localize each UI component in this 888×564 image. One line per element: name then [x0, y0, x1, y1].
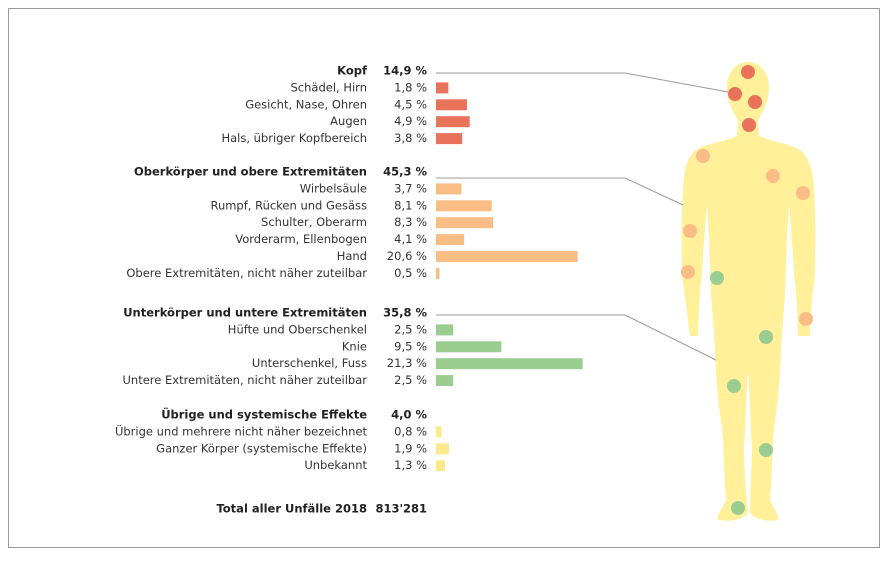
value-label: 8,3 % [394, 215, 427, 229]
body-figure [681, 62, 816, 521]
value-label: 4,9 % [394, 114, 427, 128]
value-label: 0,8 % [394, 424, 427, 438]
group-label: Oberkörper und obere Extremitäten [134, 165, 367, 179]
bar [436, 375, 453, 386]
group-label: Übrige und systemische Effekte [161, 407, 367, 422]
bar [436, 99, 467, 110]
bar [436, 200, 492, 211]
value-label: 4,1 % [394, 232, 427, 246]
group-total: 14,9 % [383, 64, 427, 78]
value-label: 3,8 % [394, 131, 427, 145]
bar [436, 341, 501, 352]
value-label: 20,6 % [387, 249, 427, 263]
bar [436, 443, 449, 454]
value-label: 1,3 % [394, 458, 427, 472]
value-label: 8,1 % [394, 198, 427, 212]
category-label: Schädel, Hirn [291, 80, 368, 94]
category-label: Obere Extremitäten, nicht näher zuteilba… [126, 266, 367, 280]
value-label: 9,5 % [394, 339, 427, 353]
category-label: Vorderarm, Ellenbogen [235, 232, 367, 246]
category-label: Wirbelsäule [300, 181, 367, 195]
category-label: Gesicht, Nase, Ohren [245, 97, 367, 111]
bar [436, 133, 462, 144]
value-label: 2,5 % [394, 373, 427, 387]
group-total: 35,8 % [383, 306, 427, 320]
category-label: Hals, übriger Kopfbereich [221, 131, 367, 145]
category-label: Unbekannt [304, 458, 367, 472]
bar [436, 234, 464, 245]
value-label: 2,5 % [394, 322, 427, 336]
category-label: Untere Extremitäten, nicht näher zuteilb… [123, 373, 368, 387]
bar [436, 82, 448, 93]
group-total: 4,0 % [391, 408, 427, 422]
bar [436, 358, 583, 369]
bar [436, 217, 493, 228]
total-label: Total aller Unfälle 2018 [216, 502, 367, 516]
bar [436, 116, 470, 127]
bar [436, 268, 439, 279]
category-label: Hüfte und Oberschenkel [228, 322, 367, 336]
value-label: 1,8 % [394, 80, 427, 94]
bar [436, 426, 442, 437]
category-label: Rumpf, Rücken und Gesäss [210, 198, 367, 212]
category-label: Unterschenkel, Fuss [252, 356, 367, 370]
value-label: 1,9 % [394, 441, 427, 455]
category-label: Augen [330, 114, 367, 128]
value-label: 0,5 % [394, 266, 427, 280]
value-label: 21,3 % [387, 356, 427, 370]
category-label: Knie [342, 339, 367, 353]
bar [436, 460, 445, 471]
value-label: 4,5 % [394, 97, 427, 111]
total-value: 813'281 [375, 502, 427, 516]
bar [436, 183, 461, 194]
bar [436, 251, 578, 262]
group-label: Unterkörper und untere Extremitäten [123, 306, 367, 320]
category-label: Übrige und mehrere nicht näher bezeichne… [115, 422, 368, 438]
chart: Kopf 14,9 % Schädel, Hirn 1,8 % Gesicht, Nas… [0, 0, 888, 560]
value-label: 3,7 % [394, 181, 427, 195]
category-label: Hand [337, 249, 367, 263]
group-total: 45,3 % [383, 165, 427, 179]
category-label: Ganzer Körper (systemische Effekte) [156, 441, 367, 455]
group-label: Kopf [337, 64, 368, 78]
category-label: Schulter, Oberarm [261, 215, 367, 229]
bar [436, 324, 453, 335]
